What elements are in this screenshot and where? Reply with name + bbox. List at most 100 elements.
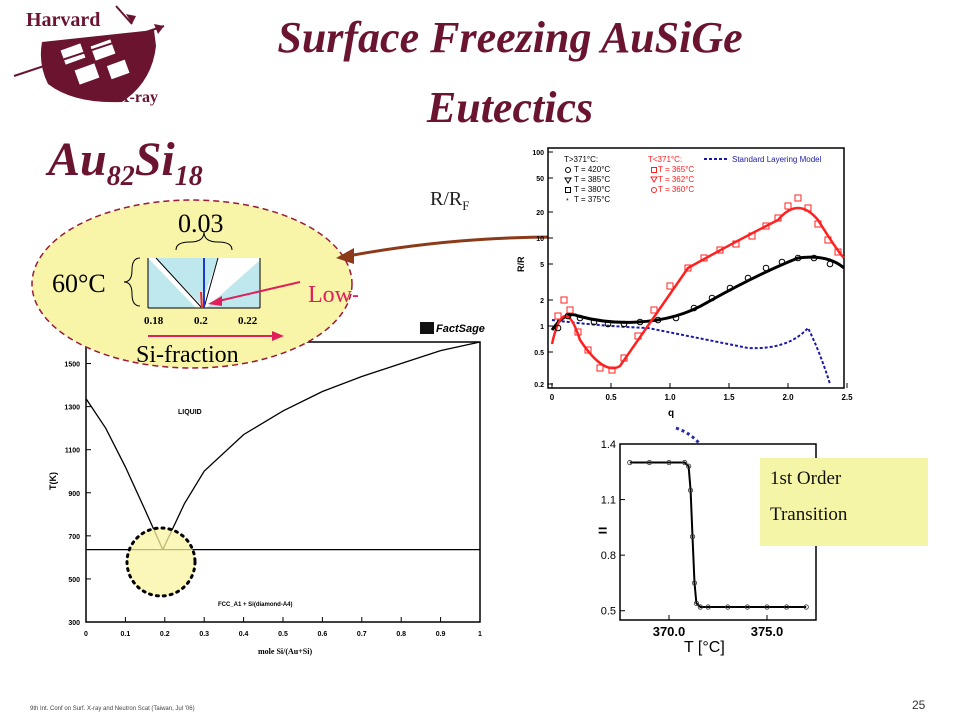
high-t-marker-14 bbox=[778, 258, 786, 266]
phase-ytick-0: 300 bbox=[68, 620, 80, 627]
high-t-marker-3 bbox=[590, 318, 598, 326]
high-t-marker-4 bbox=[604, 320, 612, 328]
low-t-marker-13 bbox=[716, 246, 724, 254]
page-number: 25 bbox=[912, 698, 926, 712]
low-t-marker-11 bbox=[684, 264, 692, 272]
svg-text:X-ray: X-ray bbox=[118, 89, 158, 106]
high-t-marker-9 bbox=[690, 304, 698, 312]
transition-point-14 bbox=[784, 604, 790, 610]
legend-left-header: T>371°C: bbox=[564, 155, 598, 164]
low-t-marker-22 bbox=[824, 236, 832, 244]
transition-point-4 bbox=[686, 463, 692, 469]
phase-ytick-1: 500 bbox=[68, 577, 80, 584]
transition-ylabel-glyph: = bbox=[598, 523, 607, 540]
reflectivity-ylabel: R/R bbox=[516, 256, 526, 272]
inset-tick-1: 0.2 bbox=[194, 315, 208, 327]
low-t-marker-8 bbox=[634, 332, 642, 340]
transition-point-11 bbox=[725, 604, 731, 610]
slide-title-line1: Surface Freezing AuSiGe bbox=[277, 13, 743, 62]
legend-right-header: T<371°C: bbox=[648, 155, 682, 164]
phase-xtick-10: 1 bbox=[478, 631, 482, 638]
high-t-marker-5 bbox=[620, 320, 628, 328]
low-t-marker-23 bbox=[834, 248, 842, 256]
transition-curve-0 bbox=[629, 461, 807, 608]
inset-tick-0: 0.18 bbox=[144, 315, 164, 327]
shield-icon: Harvard X-ray bbox=[13, 5, 165, 106]
phase-ylabel: T(K) bbox=[48, 472, 58, 490]
transition-point-1 bbox=[646, 459, 653, 466]
slide-footer: 9th Int. Conf on Surf. X-ray and Neutron… bbox=[30, 706, 195, 712]
harvard-logo: Harvard X-ray bbox=[4, 2, 194, 112]
low-t-marker-4 bbox=[584, 346, 592, 354]
transition-xlabel: T [°C] bbox=[684, 639, 725, 656]
width-label: 0.03 bbox=[178, 209, 224, 238]
phase-ytick-6: 1500 bbox=[64, 362, 80, 369]
trans-xtick-1: 375.0 bbox=[751, 624, 784, 639]
formula-subscript-si: 18 bbox=[174, 161, 203, 192]
high-t-marker-0 bbox=[554, 324, 562, 332]
low-t-marker-17 bbox=[774, 214, 782, 222]
reflectivity-frame bbox=[547, 147, 845, 389]
trans-xtick-0: 370.0 bbox=[653, 624, 686, 639]
low-t-marker-5 bbox=[596, 364, 604, 372]
transition-point-15 bbox=[803, 604, 809, 610]
composition-formula: Au82Si18 bbox=[48, 132, 203, 193]
low-t-marker-2 bbox=[566, 306, 574, 314]
formula-element-au: Au bbox=[48, 133, 107, 186]
rrf-label-sub: F bbox=[462, 198, 470, 213]
svg-text:Harvard: Harvard bbox=[26, 9, 100, 31]
high-t-marker-17 bbox=[826, 260, 834, 268]
standard-model-curve bbox=[551, 319, 831, 385]
low-t-marker-20 bbox=[804, 204, 812, 212]
high-t-marker-10 bbox=[708, 294, 716, 302]
transition-point-2 bbox=[666, 459, 672, 466]
low-t-marker-6 bbox=[608, 366, 616, 374]
refl-ytick-0: 100 bbox=[532, 150, 544, 157]
phase-ytick-2: 700 bbox=[68, 534, 80, 541]
liquid-annotation: LIQUID bbox=[178, 409, 202, 416]
transition-point-3 bbox=[682, 459, 688, 466]
reflectivity-xlabel: q bbox=[668, 408, 674, 419]
transition-point-5 bbox=[687, 487, 694, 493]
refl-xtick-0: 0 bbox=[550, 393, 555, 402]
legend-right-1: T = 362°C bbox=[658, 175, 694, 184]
phase-xtick-6: 0.6 bbox=[318, 631, 328, 638]
legend-left-0: T = 420°C bbox=[574, 165, 610, 174]
phase-xtick-8: 0.8 bbox=[396, 631, 406, 638]
refl-ytick-8: 0.2 bbox=[534, 382, 544, 389]
high-t-marker-7 bbox=[654, 316, 662, 324]
transition-point-13 bbox=[764, 604, 770, 610]
factsage-logo: FactSage bbox=[420, 322, 485, 335]
legend-right-2: T = 360°C bbox=[658, 185, 694, 194]
high-t-marker-2 bbox=[576, 314, 584, 322]
svg-text:FactSage: FactSage bbox=[436, 323, 485, 335]
refl-xtick-3: 1.5 bbox=[723, 393, 735, 402]
refl-xtick-2: 1.0 bbox=[664, 393, 676, 402]
low-t-marker-3 bbox=[574, 328, 582, 336]
transition-point-8 bbox=[693, 600, 700, 606]
transition-point-9 bbox=[697, 604, 703, 610]
refl-xtick-5: 2.5 bbox=[841, 393, 853, 402]
high-t-marker-1 bbox=[564, 312, 572, 320]
phase-xtick-1: 0.1 bbox=[121, 631, 131, 638]
rrf-label: R/RF bbox=[430, 188, 469, 214]
transition-label-box: 1st Order Transition bbox=[760, 458, 928, 546]
legend-left-1: T = 385°C bbox=[574, 175, 610, 184]
high-t-marker-16 bbox=[810, 254, 818, 262]
low-t-label: Low-T bbox=[308, 282, 358, 308]
high-t-marker-15 bbox=[794, 254, 802, 262]
trans-ytick-3: 0.5 bbox=[601, 606, 616, 618]
low-t-marker-10 bbox=[666, 282, 674, 290]
low-t-marker-18 bbox=[784, 202, 792, 210]
inset-svg: 0.03 60°C Low-T 0.18 0.2 0.22 Si-fractio… bbox=[31, 199, 375, 369]
trans-ytick-2: 0.8 bbox=[601, 550, 616, 562]
eutectic-zoom-inset: 0.03 60°C Low-T 0.18 0.2 0.22 Si-fractio… bbox=[28, 196, 375, 372]
low-t-marker-14 bbox=[732, 240, 740, 248]
phase-xlabel: mole Si/(Au+Si) bbox=[258, 647, 312, 656]
legend-left-2: T = 380°C bbox=[574, 185, 610, 194]
low-t-marker-21 bbox=[814, 220, 822, 228]
slide-title-line2: Eutectics bbox=[426, 83, 594, 132]
phase-ytick-4: 1100 bbox=[65, 448, 80, 455]
low-t-marker-15 bbox=[748, 232, 756, 240]
refl-ytick-4: 5 bbox=[540, 262, 544, 269]
